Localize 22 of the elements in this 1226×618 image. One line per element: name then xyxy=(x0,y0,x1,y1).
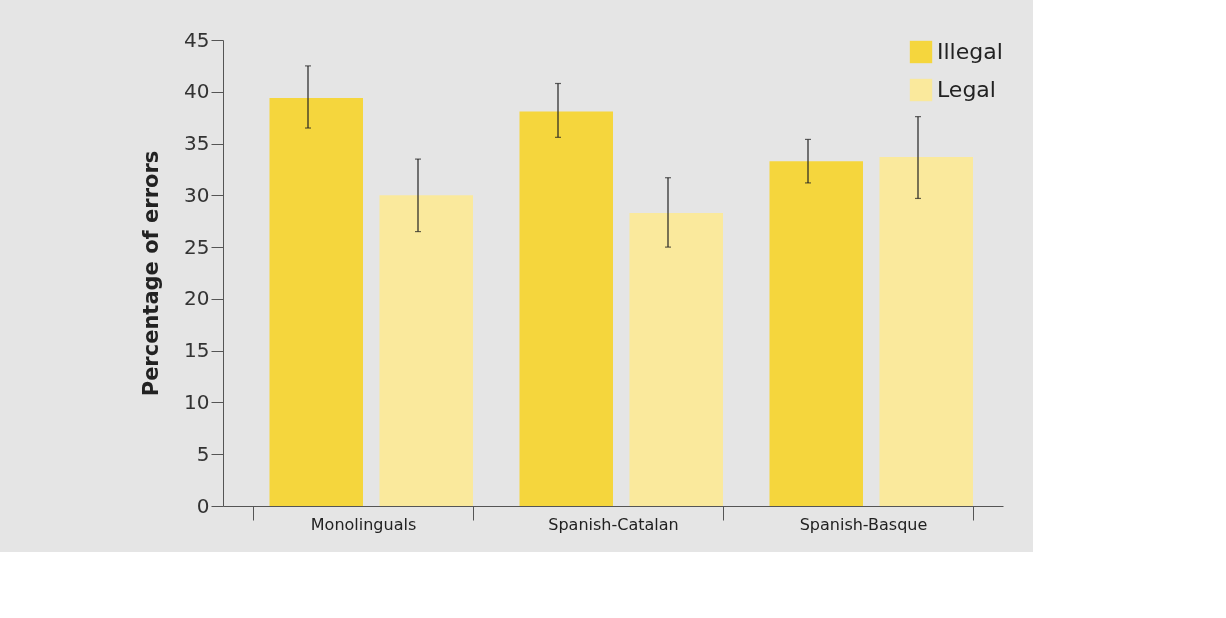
y-tick-label: 45 xyxy=(184,27,210,52)
y-tick-label: 30 xyxy=(184,182,210,207)
bar xyxy=(629,212,723,506)
bar xyxy=(269,97,363,506)
bar xyxy=(519,111,613,506)
x-tick-label: Spanish-Basque xyxy=(799,514,928,534)
legend-label: Illegal xyxy=(937,39,1003,64)
y-tick-label: 20 xyxy=(184,286,210,311)
y-tick-label: 15 xyxy=(184,338,210,363)
x-tick-label: Spanish-Catalan xyxy=(548,514,679,534)
y-tick-label: 0 xyxy=(196,493,210,518)
y-tick-label: 25 xyxy=(184,234,210,259)
y-tick-label: 10 xyxy=(184,389,210,414)
y-axis-title: Percentage of errors xyxy=(139,150,164,397)
y-tick-label: 5 xyxy=(196,441,210,466)
y-tick-label: 35 xyxy=(184,131,210,156)
bar xyxy=(379,195,473,506)
x-tick-label: Monolinguals xyxy=(310,514,417,534)
bar xyxy=(769,161,863,506)
bar xyxy=(879,157,973,506)
legend-label: Legal xyxy=(937,77,996,102)
y-tick-label: 40 xyxy=(184,79,210,104)
